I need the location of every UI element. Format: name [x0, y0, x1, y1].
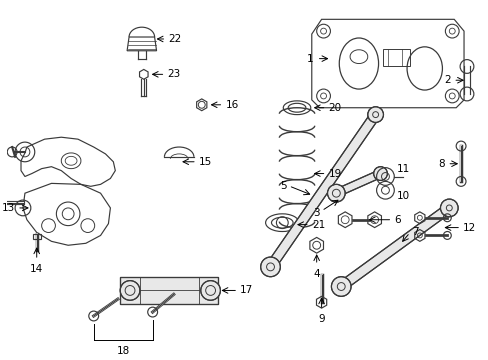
Text: 18: 18 — [116, 346, 129, 356]
Text: 12: 12 — [462, 222, 475, 233]
Text: 19: 19 — [328, 168, 341, 179]
Text: 14: 14 — [30, 264, 43, 274]
Text: 11: 11 — [396, 164, 409, 174]
Text: 17: 17 — [240, 285, 253, 296]
Bar — [33, 234, 41, 239]
Circle shape — [120, 281, 140, 300]
Text: 15: 15 — [199, 157, 212, 167]
Circle shape — [260, 257, 280, 277]
Circle shape — [327, 184, 345, 202]
Polygon shape — [338, 204, 451, 291]
Text: 23: 23 — [167, 69, 180, 79]
Circle shape — [440, 199, 457, 217]
Text: 16: 16 — [225, 100, 238, 110]
Text: 10: 10 — [396, 191, 409, 201]
Circle shape — [331, 277, 350, 296]
Text: 5: 5 — [280, 181, 286, 191]
Circle shape — [367, 107, 383, 122]
Text: 7: 7 — [411, 226, 418, 237]
Polygon shape — [266, 112, 379, 270]
Text: 13: 13 — [2, 203, 15, 213]
Bar — [120, 277, 218, 304]
Circle shape — [201, 281, 220, 300]
Text: 1: 1 — [306, 54, 313, 64]
Polygon shape — [334, 170, 381, 197]
Circle shape — [373, 167, 386, 180]
Text: 4: 4 — [313, 269, 319, 279]
Text: 22: 22 — [168, 34, 181, 44]
Text: 9: 9 — [318, 314, 324, 324]
Text: 20: 20 — [328, 103, 341, 113]
Bar — [120, 277, 218, 304]
Text: 2: 2 — [444, 75, 450, 85]
Text: 21: 21 — [311, 220, 325, 230]
Bar — [382, 49, 409, 67]
Text: 6: 6 — [393, 215, 400, 225]
Text: 8: 8 — [438, 159, 445, 169]
Text: 3: 3 — [312, 208, 319, 218]
